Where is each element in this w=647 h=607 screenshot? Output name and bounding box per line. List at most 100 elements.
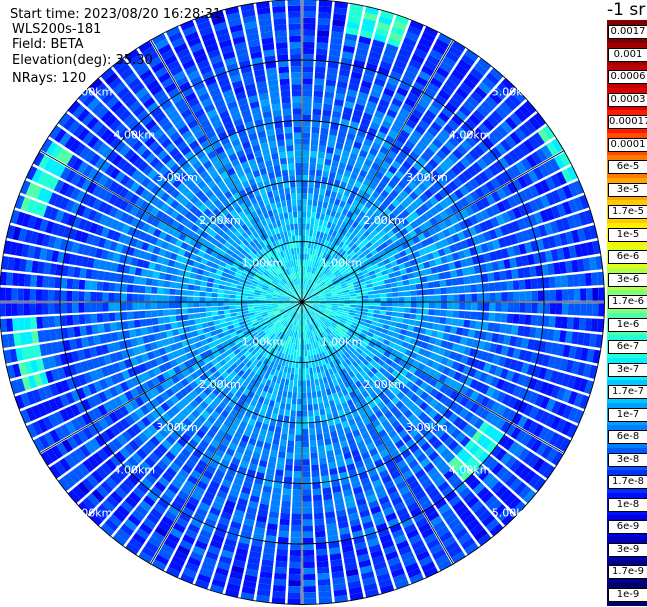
data-cell bbox=[357, 242, 365, 250]
data-cell bbox=[261, 311, 268, 315]
data-cell bbox=[244, 574, 258, 583]
data-cell bbox=[297, 319, 300, 326]
data-cell bbox=[115, 243, 124, 253]
data-cell bbox=[336, 255, 343, 262]
data-cell bbox=[306, 266, 310, 273]
data-cell bbox=[282, 340, 287, 348]
data-cell bbox=[316, 42, 329, 50]
data-cell bbox=[267, 405, 274, 413]
data-cell bbox=[327, 529, 338, 537]
data-cell bbox=[368, 256, 376, 263]
data-cell bbox=[521, 338, 529, 349]
data-cell bbox=[336, 460, 346, 468]
data-cell bbox=[316, 36, 329, 44]
data-cell bbox=[271, 597, 286, 604]
data-cell bbox=[165, 451, 176, 462]
data-cell bbox=[78, 303, 85, 313]
data-cell bbox=[355, 310, 362, 315]
data-cell bbox=[327, 177, 335, 185]
data-cell bbox=[126, 293, 133, 302]
data-cell bbox=[114, 283, 122, 292]
data-cell bbox=[349, 272, 356, 278]
data-cell bbox=[325, 269, 331, 275]
data-cell bbox=[449, 214, 458, 225]
data-cell bbox=[445, 490, 458, 502]
data-cell bbox=[536, 148, 548, 162]
data-cell bbox=[472, 109, 486, 122]
data-cell bbox=[412, 512, 426, 523]
data-cell bbox=[97, 237, 107, 248]
data-cell bbox=[331, 306, 338, 310]
data-cell bbox=[216, 429, 226, 438]
data-cell bbox=[205, 361, 214, 370]
data-cell bbox=[518, 349, 527, 361]
data-cell bbox=[382, 274, 390, 280]
data-cell bbox=[167, 505, 181, 517]
data-cell bbox=[261, 403, 268, 412]
data-cell bbox=[384, 283, 392, 289]
data-cell bbox=[525, 291, 532, 301]
data-cell bbox=[313, 275, 317, 281]
data-cell bbox=[307, 299, 314, 301]
data-cell bbox=[379, 314, 386, 320]
data-cell bbox=[157, 548, 172, 561]
data-cell bbox=[386, 194, 395, 203]
data-cell bbox=[233, 431, 243, 440]
data-cell bbox=[114, 302, 121, 311]
data-cell bbox=[405, 170, 415, 181]
data-cell bbox=[182, 534, 196, 545]
data-cell bbox=[512, 385, 522, 397]
data-cell bbox=[317, 566, 330, 574]
data-cell bbox=[424, 147, 435, 158]
data-cell bbox=[113, 396, 124, 408]
data-cell bbox=[430, 424, 441, 434]
data-cell bbox=[506, 181, 518, 194]
data-cell bbox=[421, 315, 429, 322]
data-cell bbox=[412, 345, 421, 354]
data-cell bbox=[536, 442, 548, 456]
data-cell bbox=[539, 411, 551, 425]
data-cell bbox=[182, 418, 193, 428]
data-cell bbox=[437, 111, 450, 123]
data-cell bbox=[241, 365, 249, 373]
data-cell bbox=[309, 324, 313, 331]
data-cell bbox=[0, 271, 7, 286]
data-cell bbox=[481, 154, 493, 167]
data-cell bbox=[485, 72, 500, 86]
data-cell bbox=[578, 273, 586, 287]
data-cell bbox=[394, 59, 407, 70]
data-cell bbox=[408, 319, 416, 326]
data-cell bbox=[480, 196, 491, 208]
data-cell bbox=[544, 250, 553, 263]
data-cell bbox=[175, 401, 185, 411]
data-cell bbox=[300, 308, 302, 314]
data-cell bbox=[325, 304, 333, 307]
data-cell bbox=[143, 495, 156, 507]
data-cell bbox=[391, 97, 403, 108]
data-cell bbox=[353, 388, 361, 397]
data-cell bbox=[409, 428, 419, 438]
data-cell bbox=[556, 343, 565, 357]
data-cell bbox=[259, 409, 266, 417]
data-cell bbox=[374, 156, 384, 166]
data-cell bbox=[230, 266, 238, 273]
data-cell bbox=[327, 456, 336, 464]
data-cell bbox=[335, 232, 341, 239]
data-cell bbox=[473, 265, 482, 274]
data-cell bbox=[197, 573, 212, 584]
data-cell bbox=[541, 328, 549, 340]
data-cell bbox=[307, 193, 313, 200]
data-cell bbox=[302, 300, 308, 302]
data-cell bbox=[287, 309, 293, 314]
data-cell bbox=[477, 233, 486, 244]
data-cell bbox=[272, 327, 278, 334]
data-cell bbox=[175, 517, 189, 528]
data-cell bbox=[193, 296, 200, 302]
data-cell bbox=[180, 387, 189, 397]
data-cell bbox=[256, 368, 263, 376]
data-cell bbox=[349, 293, 357, 297]
data-cell bbox=[398, 302, 405, 307]
data-cell bbox=[253, 407, 261, 415]
data-cell bbox=[349, 250, 356, 258]
data-cell bbox=[346, 280, 353, 285]
